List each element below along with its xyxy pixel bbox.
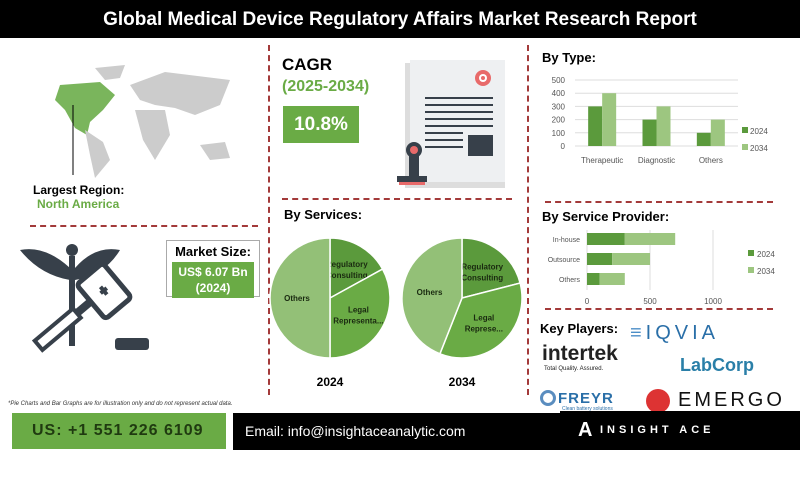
- bar-2024: [642, 119, 657, 146]
- logo-freyr: FREYR: [558, 390, 614, 407]
- logo-emergo: EMERGO: [678, 389, 785, 411]
- pie-label: Legal: [348, 305, 369, 314]
- pie-label: Regulatory: [326, 260, 368, 269]
- legend-swatch: [742, 144, 748, 150]
- pie-label: Legal: [473, 313, 494, 322]
- bar-2034: [599, 273, 625, 285]
- y-tick-label: 200: [552, 116, 566, 125]
- emergo-circle-icon: [646, 389, 670, 413]
- bar-2024: [588, 106, 603, 146]
- x-tick-label: 500: [643, 297, 657, 306]
- y-tick-label: 0: [561, 142, 566, 151]
- bar-2034: [710, 119, 725, 146]
- y-tick-label: 300: [552, 102, 566, 111]
- largest-region-label: Largest Region:: [33, 183, 125, 197]
- cagr-value: 10.8%: [283, 106, 359, 143]
- services-title: By Services:: [284, 207, 363, 222]
- y-tick-label: In-house: [553, 237, 580, 244]
- bar-2034: [602, 93, 617, 146]
- divider: [527, 45, 529, 395]
- pie-label: Others: [417, 288, 443, 297]
- footer-email[interactable]: Email: info@insightaceanalytic.com: [233, 413, 563, 450]
- pie-label: Others: [284, 294, 310, 303]
- market-size-year: (2024): [195, 281, 231, 295]
- type-bar-chart: 0 100 200 300 400 500 Therapeutic Diagnostic Oth…: [552, 76, 769, 165]
- pie-year-label: 2024: [317, 375, 344, 389]
- report-title: Global Medical Device Regulatory Affairs…: [0, 0, 800, 38]
- services-pie-charts: Regulatory Consulting Legal Representa... Ot…: [269, 237, 523, 389]
- pie-slice: [329, 237, 384, 300]
- provider-bar-chart: 0 500 1000 In-house Outsource Others 2024 2034: [548, 230, 775, 306]
- disclaimer: *Pie Charts and Bar Graphs are for illus…: [8, 401, 233, 407]
- bar-2024: [696, 132, 711, 146]
- x-tick-label: Diagnostic: [638, 156, 675, 165]
- legend-label: 2034: [757, 267, 775, 276]
- legend-swatch: [748, 267, 754, 273]
- y-tick-label: 400: [552, 89, 566, 98]
- divider: [30, 225, 258, 227]
- bar-2024: [587, 273, 600, 285]
- market-size-card: Market Size: US$ 6.07 Bn (2024): [166, 240, 260, 298]
- cagr-label: CAGR: [282, 55, 333, 74]
- bar-2024: [587, 253, 613, 265]
- logo-labcorp: LabCorp: [680, 355, 754, 375]
- logo-iqvia-text: IQVIA: [645, 322, 720, 344]
- pie-label: Consulting: [326, 271, 368, 280]
- pie-label: Representa...: [333, 316, 383, 325]
- legend-label: 2024: [750, 127, 768, 136]
- world-map-icon: [55, 65, 230, 178]
- legend-swatch: [742, 127, 748, 133]
- y-tick-label: 100: [552, 129, 566, 138]
- logo-intertek: intertek: [542, 342, 618, 365]
- market-size-label: Market Size:: [175, 244, 251, 259]
- divider: [282, 198, 512, 200]
- market-size-value: US$ 6.07 Bn: [178, 265, 248, 279]
- y-tick-label: 500: [552, 76, 566, 85]
- bar-2034: [656, 106, 671, 146]
- pie-label: Represe...: [465, 324, 503, 333]
- pie-slice: [329, 268, 391, 359]
- key-players-title: Key Players:: [540, 321, 619, 336]
- legend-swatch: [748, 250, 754, 256]
- type-title: By Type:: [542, 50, 596, 65]
- cagr-period: (2025-2034): [282, 78, 370, 95]
- pie-slice: [401, 237, 463, 355]
- x-tick-label: Therapeutic: [581, 156, 623, 165]
- pie-label: Regulatory: [461, 262, 503, 271]
- x-tick-label: 0: [585, 297, 590, 306]
- x-tick-label: 1000: [704, 297, 722, 306]
- bar-2034: [612, 253, 650, 265]
- legend-label: 2034: [750, 144, 768, 153]
- divider: [545, 308, 773, 310]
- logo-intertek-tagline: Total Quality. Assured.: [544, 366, 604, 372]
- pie-year-label: 2034: [449, 375, 476, 389]
- caduceus-gavel-icon: [20, 244, 149, 353]
- provider-title: By Service Provider:: [542, 209, 670, 224]
- pie-slice: [438, 282, 523, 359]
- divider: [545, 201, 773, 203]
- pie-slice: [461, 237, 522, 299]
- footer-brand: A INSIGHT ACE ANALYTIC: [560, 411, 800, 475]
- bar-2024: [587, 233, 625, 245]
- freyr-swirl-icon: [540, 390, 556, 406]
- y-tick-label: Outsource: [548, 257, 580, 264]
- document-stamp-icon: [397, 60, 505, 188]
- y-tick-label: Others: [559, 277, 581, 284]
- pie-label: Consulting: [461, 273, 503, 282]
- brand-logo-icon: A: [578, 419, 593, 441]
- x-tick-label: Others: [699, 156, 723, 165]
- divider: [268, 45, 270, 395]
- legend-label: 2024: [757, 250, 775, 259]
- largest-region-value: North America: [37, 197, 120, 211]
- logo-iqvia: ≡IQVIA: [630, 322, 720, 344]
- pie-slice: [269, 237, 331, 359]
- logo-freyr-tagline: Clean battery solutions: [562, 406, 613, 412]
- bar-2034: [624, 233, 676, 245]
- footer-phone[interactable]: US: +1 551 226 6109: [12, 413, 226, 449]
